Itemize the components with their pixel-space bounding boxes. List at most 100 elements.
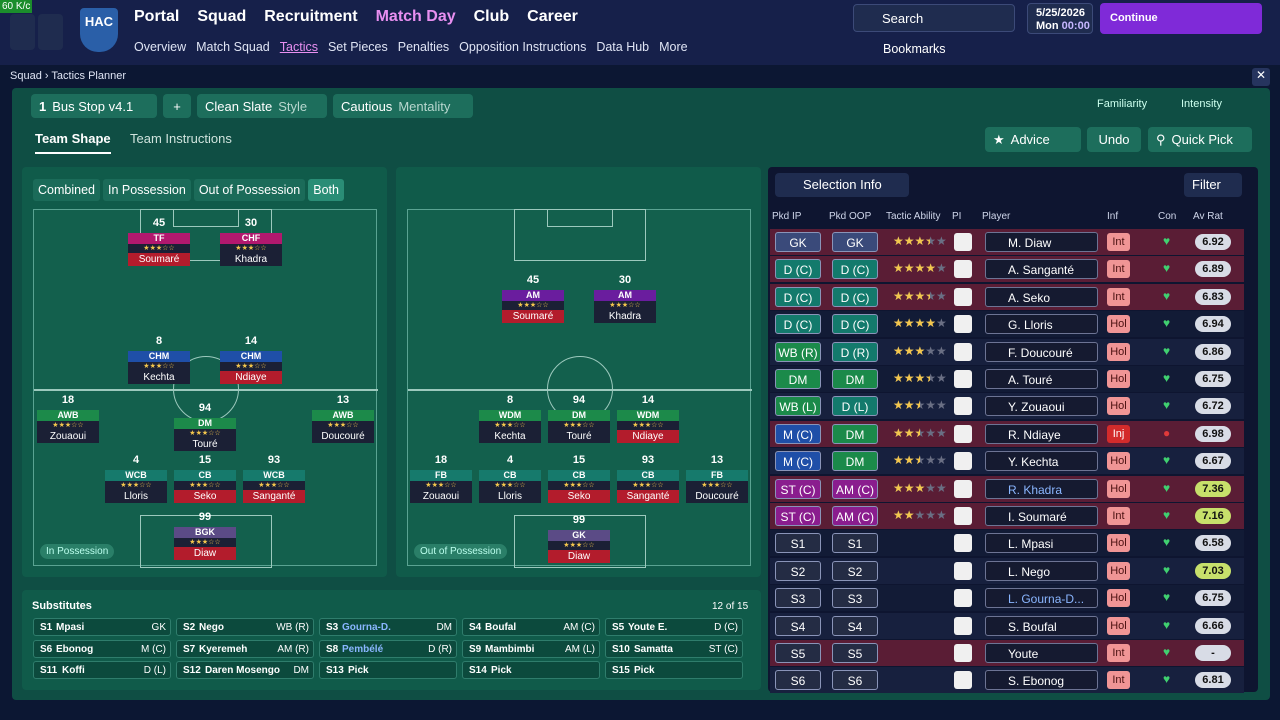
sub-slot[interactable]: S14 Pick bbox=[462, 661, 600, 679]
player[interactable]: A. Sanganté bbox=[985, 259, 1098, 280]
sub-slot[interactable]: S3 Gourna-D. DM bbox=[319, 618, 457, 636]
player-card[interactable]: FB ★★★☆☆ Zouaoui bbox=[410, 470, 472, 503]
pi-button[interactable] bbox=[954, 561, 972, 580]
pos-ip[interactable]: M (C) bbox=[775, 423, 821, 444]
sub-slot[interactable]: S6 Ebonog M (C) bbox=[33, 639, 171, 658]
player-card[interactable]: CB ★★★☆☆ Seko bbox=[174, 470, 236, 503]
player[interactable]: S. Boufal bbox=[985, 615, 1098, 636]
pi-button[interactable] bbox=[954, 370, 972, 388]
player-card[interactable]: CB ★★★☆☆ Lloris bbox=[479, 470, 541, 503]
player-card[interactable]: WCB ★★★☆☆ Lloris bbox=[105, 470, 167, 503]
tactic[interactable]: Bus Stop v4.1 bbox=[52, 98, 134, 114]
pi-button[interactable] bbox=[954, 397, 972, 416]
player[interactable]: M. Diaw bbox=[985, 232, 1098, 252]
player-card[interactable]: FB ★★★☆☆ Doucouré bbox=[686, 470, 748, 503]
pos-oop[interactable]: S3 bbox=[832, 588, 878, 609]
filter-button[interactable]: Combined bbox=[33, 179, 100, 201]
undo[interactable]: Undo bbox=[1087, 127, 1141, 152]
sub-nav-item[interactable]: Set Pieces bbox=[327, 40, 388, 54]
pi-button[interactable] bbox=[954, 424, 972, 443]
sub-slot[interactable]: S7 Kyeremeh AM (R) bbox=[176, 639, 314, 658]
pi-button[interactable] bbox=[954, 534, 972, 553]
pos-oop[interactable]: S5 bbox=[832, 643, 878, 663]
pos-ip[interactable]: S2 bbox=[775, 560, 821, 581]
player-card[interactable]: AM ★★★☆☆ Khadra bbox=[594, 290, 656, 323]
add-tactic[interactable]: + bbox=[163, 94, 191, 118]
player-card[interactable]: AWB ★★★☆☆ Doucouré bbox=[312, 410, 374, 443]
player[interactable]: G. Lloris bbox=[985, 314, 1098, 335]
sub-nav-item[interactable]: Match Squad bbox=[196, 40, 270, 54]
player[interactable]: S. Ebonog bbox=[985, 670, 1098, 691]
filter[interactable]: Filter bbox=[1184, 173, 1242, 197]
player[interactable]: Y. Zouaoui bbox=[985, 396, 1098, 417]
pi-button[interactable] bbox=[954, 616, 972, 635]
player[interactable]: A. Touré bbox=[985, 369, 1098, 389]
pos-oop[interactable]: D (L) bbox=[832, 396, 878, 417]
pi-button[interactable] bbox=[954, 287, 972, 306]
pos-ip[interactable]: DM bbox=[775, 369, 821, 389]
sub-slot[interactable]: S1 Mpasi GK bbox=[33, 618, 171, 636]
pi-button[interactable] bbox=[954, 233, 972, 251]
player-card[interactable]: DM ★★★☆☆ Touré bbox=[548, 410, 610, 443]
pos-ip[interactable]: WB (R) bbox=[775, 341, 821, 362]
pos-ip[interactable]: GK bbox=[775, 232, 821, 252]
pos-ip[interactable]: S1 bbox=[775, 533, 821, 554]
pos-oop[interactable]: D (C) bbox=[832, 286, 878, 307]
sub-slot[interactable]: S13 Pick bbox=[319, 661, 457, 679]
sub-slot[interactable]: S4 Boufal AM (C) bbox=[462, 618, 600, 636]
pos-ip[interactable]: M (C) bbox=[775, 451, 821, 472]
sub-slot[interactable]: S12 Daren Mosengo DM bbox=[176, 661, 314, 679]
tab[interactable]: Team Shape bbox=[35, 131, 111, 154]
pos-ip[interactable]: ST (C) bbox=[775, 478, 821, 499]
selection-info[interactable]: Selection Info bbox=[775, 173, 909, 197]
player-card[interactable]: WCB ★★★☆☆ Sanganté bbox=[243, 470, 305, 503]
advice[interactable]: ★ Advice bbox=[985, 127, 1081, 152]
player-card[interactable]: AM ★★★☆☆ Soumaré bbox=[502, 290, 564, 323]
player-card[interactable]: DM ★★★☆☆ Touré bbox=[174, 418, 236, 451]
player-card[interactable]: CHM ★★★☆☆ Kechta bbox=[128, 351, 190, 384]
player[interactable]: A. Seko bbox=[985, 286, 1098, 307]
pos-ip[interactable]: S5 bbox=[775, 643, 821, 663]
sub-slot[interactable]: S15 Pick bbox=[605, 661, 743, 679]
pos-oop[interactable]: AM (C) bbox=[832, 506, 878, 526]
pi-button[interactable] bbox=[954, 507, 972, 525]
player[interactable]: Y. Kechta bbox=[985, 451, 1098, 472]
pos-ip[interactable]: S6 bbox=[775, 670, 821, 691]
crumb[interactable]: Squad bbox=[10, 70, 42, 82]
pos-ip[interactable]: ST (C) bbox=[775, 506, 821, 526]
pi-button[interactable] bbox=[954, 452, 972, 471]
tab[interactable]: Team Instructions bbox=[130, 131, 232, 146]
sub-slot[interactable]: S8 Pembélé D (R) bbox=[319, 639, 457, 658]
filter-button[interactable]: Both bbox=[308, 179, 344, 201]
close[interactable]: ✕ bbox=[1252, 68, 1270, 86]
pos-ip[interactable]: S4 bbox=[775, 615, 821, 636]
pos-oop[interactable]: D (R) bbox=[832, 341, 878, 362]
sub-nav-item[interactable]: Data Hub bbox=[596, 40, 650, 54]
pos-oop[interactable]: S2 bbox=[832, 560, 878, 581]
back[interactable] bbox=[10, 14, 35, 50]
player-card[interactable]: WDM ★★★☆☆ Ndiaye bbox=[617, 410, 679, 443]
mentality[interactable]: Cautious bbox=[341, 98, 393, 114]
pi-button[interactable] bbox=[954, 671, 972, 690]
pi-button[interactable] bbox=[954, 589, 972, 608]
pos-ip[interactable]: D (C) bbox=[775, 259, 821, 280]
player-card[interactable]: CHF ★★★☆☆ Khadra bbox=[220, 233, 282, 266]
date-box[interactable]: 5/25/2026 Mon 00:00 bbox=[1027, 3, 1093, 34]
sub-slot[interactable]: S10 Samatta ST (C) bbox=[605, 639, 743, 658]
sub-nav-item[interactable]: More bbox=[659, 40, 688, 54]
pos-ip[interactable]: D (C) bbox=[775, 286, 821, 307]
pi-button[interactable] bbox=[954, 315, 972, 334]
main-nav-item[interactable]: Club bbox=[473, 8, 510, 25]
pos-oop[interactable]: S4 bbox=[832, 615, 878, 636]
player[interactable]: R. Khadra bbox=[985, 478, 1098, 499]
pos-oop[interactable]: D (C) bbox=[832, 314, 878, 335]
search[interactable]: Search bbox=[882, 11, 924, 26]
pos-oop[interactable]: DM bbox=[832, 451, 878, 472]
pos-ip[interactable]: WB (L) bbox=[775, 396, 821, 417]
pi-button[interactable] bbox=[954, 260, 972, 279]
main-nav-item[interactable]: Portal bbox=[134, 8, 180, 25]
pi-button[interactable] bbox=[954, 479, 972, 498]
player[interactable]: R. Ndiaye bbox=[985, 423, 1098, 444]
bookmarks[interactable]: Bookmarks bbox=[883, 42, 946, 56]
player[interactable]: I. Soumaré bbox=[985, 506, 1098, 526]
